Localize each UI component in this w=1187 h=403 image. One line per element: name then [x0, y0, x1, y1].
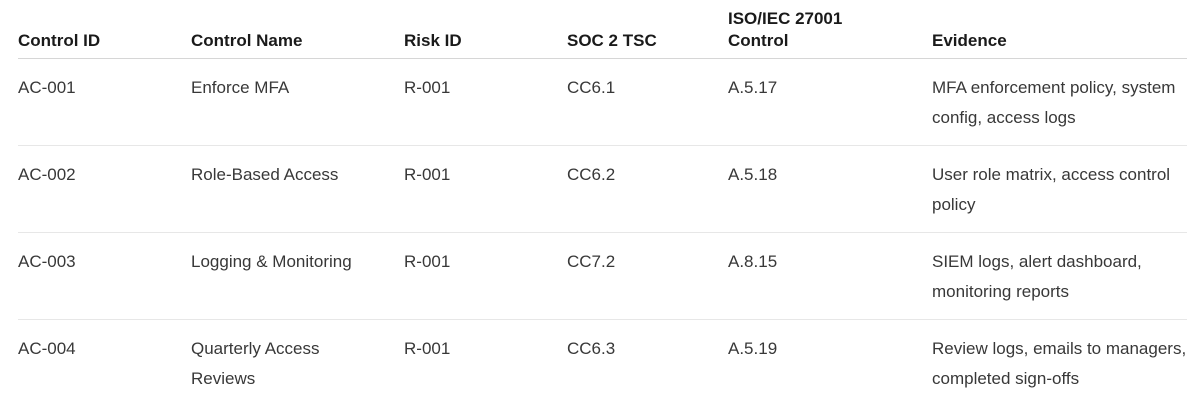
- cell-evidence: MFA enforcement policy, system config, a…: [932, 58, 1187, 146]
- table-row: AC-004 Quarterly Access Reviews R-001 CC6.3…: [18, 320, 1187, 403]
- cell-iso_control: A.8.15: [728, 232, 932, 320]
- cell-control_name: Logging & Monitoring: [191, 232, 404, 320]
- cell-evidence: SIEM logs, alert dashboard, monitoring r…: [932, 232, 1187, 320]
- cell-control_name: Role-Based Access: [191, 145, 404, 233]
- table-header-row: Control ID Control Name Risk ID SOC 2 TSC IS…: [18, 0, 1187, 59]
- table-row: AC-002 Role-Based Access R-001 CC6.2 A.5.18 U…: [18, 145, 1187, 233]
- cell-iso_control: A.5.19: [728, 339, 778, 358]
- cell-evidence: User role matrix, access control policy: [932, 145, 1187, 233]
- column-header-control_name: Control Name: [191, 0, 404, 59]
- cell-risk_id: R-001: [404, 145, 567, 233]
- column-header-evidence: Evidence: [932, 0, 1187, 59]
- cell-control_name: Quarterly Access Reviews: [191, 339, 320, 388]
- cell-control_name: Enforce MFA: [191, 58, 404, 146]
- cell-soc2_tsc: CC6.2: [567, 145, 728, 233]
- cell-risk_id: R-001: [404, 339, 451, 358]
- cell-control_id: AC-004: [18, 339, 76, 358]
- column-header-soc2_tsc: SOC 2 TSC: [567, 0, 728, 59]
- cell-iso_control: A.5.18: [728, 145, 932, 233]
- cell-control_id: AC-003: [18, 232, 191, 320]
- cell-risk_id: R-001: [404, 58, 567, 146]
- column-header-control_id: Control ID: [18, 0, 191, 59]
- cell-evidence: Review logs, emails to managers, complet…: [932, 339, 1187, 388]
- cell-control_id: AC-002: [18, 145, 191, 233]
- compliance-controls-table: Control ID Control Name Risk ID SOC 2 TSC IS…: [18, 0, 1187, 403]
- cell-soc2_tsc: CC6.1: [567, 58, 728, 146]
- column-header-iso_control: ISO/IEC 27001 Control: [728, 0, 932, 59]
- cell-soc2_tsc: CC6.3: [567, 339, 616, 358]
- column-header-risk_id: Risk ID: [404, 0, 567, 59]
- table-row: AC-003 Logging & Monitoring R-001 CC7.2 A.8.…: [18, 232, 1187, 320]
- cell-iso_control: A.5.17: [728, 58, 932, 146]
- cell-soc2_tsc: CC7.2: [567, 232, 728, 320]
- table-row: AC-001 Enforce MFA R-001 CC6.1 A.5.17 MFA enf…: [18, 58, 1187, 146]
- cell-risk_id: R-001: [404, 232, 567, 320]
- cell-control_id: AC-001: [18, 58, 191, 146]
